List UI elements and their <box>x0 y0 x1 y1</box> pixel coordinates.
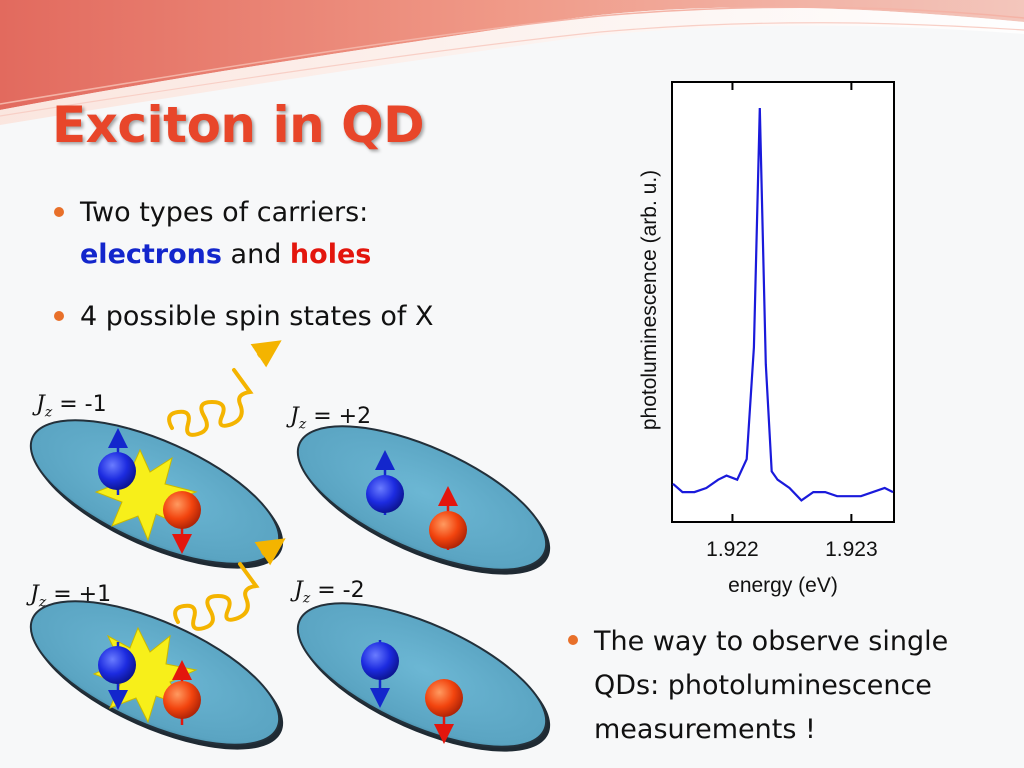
quantum-dot-plus2 <box>296 425 551 575</box>
electron-sphere <box>366 475 404 513</box>
hole-sphere <box>163 681 201 719</box>
quantum-dot-plus1 <box>29 600 284 750</box>
j-symbol: J <box>30 582 39 607</box>
plot-frame <box>671 81 895 523</box>
and-text: and <box>221 239 290 270</box>
z-subscript: z <box>298 416 307 433</box>
quantum-dot-minus1 <box>29 419 284 569</box>
z-subscript: z <box>44 404 53 421</box>
state-label-minus2: Jz = -2 <box>294 578 365 606</box>
state-label-minus1: Jz = -1 <box>36 392 107 420</box>
slide-title: Exciton in QD <box>52 96 425 154</box>
spectrum-series-line <box>672 107 894 502</box>
state-label-plus2: Jz = +2 <box>290 404 371 432</box>
j-value: = -1 <box>52 392 107 417</box>
x-axis-label: energy (eV) <box>728 574 838 597</box>
x-tick-label: 1.923 <box>825 538 878 561</box>
pl-spectrum-chart: 1.922 1.923 <box>671 81 895 561</box>
hole-sphere <box>163 491 201 529</box>
bullet-carriers-text: Two types of carriers: <box>80 197 369 228</box>
bullet-dot <box>568 635 578 645</box>
x-tick-label: 1.922 <box>706 538 759 561</box>
bullet-spin-states: 4 possible spin states of X <box>54 296 434 338</box>
quantum-dot-minus2 <box>296 602 551 752</box>
tick-labels: 1.922 1.923 <box>706 538 877 561</box>
quantum-dot-diagrams <box>29 340 551 752</box>
z-subscript: z <box>302 590 311 607</box>
j-symbol: J <box>36 392 45 417</box>
bullet-observe-line2: QDs: photoluminescence <box>594 670 932 701</box>
electron-sphere <box>98 646 136 684</box>
tick-marks <box>731 82 853 522</box>
photon-wave-bottom <box>173 562 260 631</box>
electrons-label: electrons <box>80 239 222 270</box>
bullet-dot <box>54 207 64 217</box>
z-subscript: z <box>38 594 47 611</box>
hole-sphere <box>429 511 467 549</box>
bullet-observe-line1: The way to observe single <box>594 626 949 657</box>
electron-sphere <box>361 642 399 680</box>
hole-sphere <box>425 679 463 717</box>
holes-label: holes <box>289 239 372 270</box>
j-symbol: J <box>290 404 299 429</box>
j-value: = +2 <box>306 404 372 429</box>
j-value: = -2 <box>310 578 365 603</box>
header-waves <box>0 0 1024 125</box>
bullet-observe-line3: measurements ! <box>594 714 816 745</box>
electron-sphere <box>98 452 136 490</box>
y-axis-label: photoluminescence (arb. u.) <box>638 169 661 431</box>
bullet-observe: The way to observe single QDs: photolumi… <box>568 620 949 752</box>
bullet-spin-states-text: 4 possible spin states of X <box>80 301 434 332</box>
bullet-dot <box>54 311 64 321</box>
j-symbol: J <box>294 578 303 603</box>
photon-wave-top <box>167 368 254 437</box>
bullet-carriers: Two types of carriers: electrons and hol… <box>54 192 372 276</box>
